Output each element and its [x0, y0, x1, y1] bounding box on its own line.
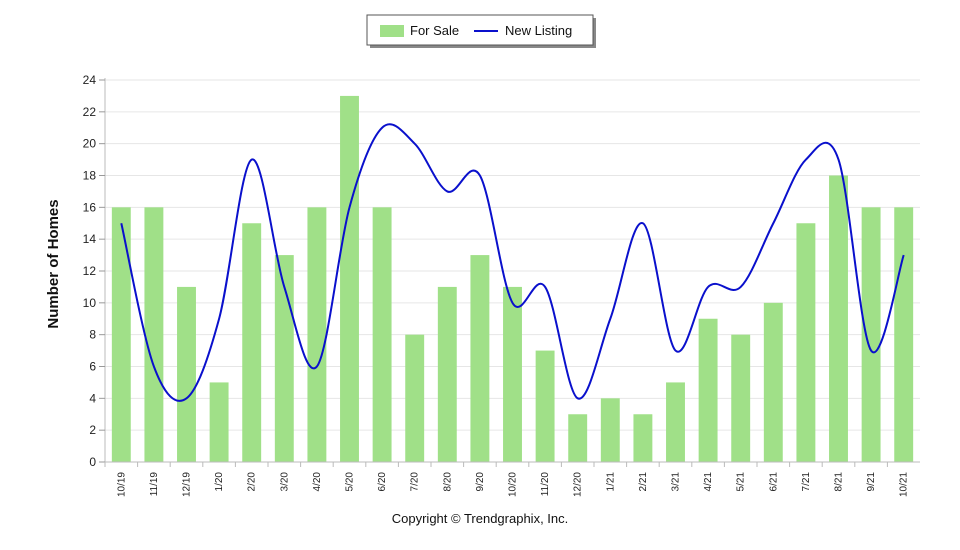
y-tick-label: 16 — [83, 200, 97, 214]
x-tick-label: 11/19 — [149, 472, 160, 497]
bar — [829, 175, 848, 462]
bar — [731, 334, 751, 462]
bar — [372, 207, 392, 462]
y-tick-label: 10 — [83, 296, 97, 310]
y-tick-label: 0 — [89, 455, 96, 469]
bar — [796, 223, 816, 462]
y-tick-label: 24 — [83, 73, 97, 87]
legend-swatch-for-sale — [380, 25, 404, 37]
copyright-text: Copyright © Trendgraphix, Inc. — [391, 511, 569, 526]
line-series-new-listing — [120, 123, 905, 402]
x-tick-label: 4/20 — [312, 472, 323, 492]
y-tick-label: 12 — [83, 264, 97, 278]
y-tick-label: 4 — [89, 391, 96, 405]
x-tick-label: 10/21 — [899, 472, 910, 497]
bar — [666, 382, 685, 462]
y-tick-label: 14 — [83, 232, 97, 246]
x-tick-label: 8/20 — [442, 472, 453, 492]
y-tick-label: 6 — [89, 360, 96, 374]
bar — [470, 255, 490, 462]
x-tick-label: 8/21 — [834, 472, 845, 492]
x-tick-label: 2/20 — [247, 472, 258, 492]
x-tick-label: 5/20 — [345, 472, 356, 492]
x-tick-label: 11/20 — [540, 472, 551, 497]
y-tick-label: 18 — [83, 169, 97, 183]
x-axis-ticks: 10/19 11/19 12/19 1/20 2/20 3/20 4/20 5/20 6/20 7… — [104, 462, 910, 497]
bar — [763, 302, 783, 462]
y-tick-label: 2 — [89, 423, 96, 437]
x-tick-label: 5/21 — [736, 472, 747, 492]
x-tick-label: 1/21 — [605, 472, 616, 492]
y-tick-label: 22 — [83, 105, 97, 119]
bar — [242, 223, 262, 462]
bar-series-for-sale — [111, 95, 914, 463]
x-tick-label: 10/19 — [116, 472, 127, 497]
x-tick-label: 1/20 — [214, 472, 225, 492]
legend: For Sale New Listing — [366, 14, 596, 48]
legend-label-for-sale: For Sale — [410, 23, 459, 38]
bar — [340, 95, 359, 463]
x-tick-label: 9/21 — [866, 472, 877, 492]
bar — [111, 207, 131, 462]
bar — [209, 382, 229, 462]
bar — [503, 286, 522, 462]
x-tick-label: 3/21 — [671, 472, 682, 492]
x-tick-label: 12/20 — [573, 472, 584, 497]
x-tick-label: 7/21 — [801, 472, 812, 492]
bar — [600, 398, 620, 462]
bar — [405, 334, 425, 462]
bar — [633, 414, 653, 462]
y-axis-title: Number of Homes — [45, 199, 62, 328]
x-tick-label: 9/20 — [475, 472, 486, 492]
y-tick-label: 20 — [83, 137, 97, 151]
x-tick-label: 3/20 — [279, 472, 290, 492]
bar — [307, 207, 327, 462]
bar — [437, 286, 457, 462]
bar — [177, 286, 196, 462]
bar — [144, 207, 164, 462]
x-tick-label: 6/21 — [768, 472, 779, 492]
x-tick-label: 10/20 — [508, 472, 519, 497]
bar — [861, 207, 881, 462]
x-tick-label: 6/20 — [377, 472, 388, 492]
bar — [568, 414, 588, 462]
x-tick-label: 2/21 — [638, 472, 649, 492]
x-tick-label: 7/20 — [410, 472, 421, 492]
x-tick-label: 12/19 — [182, 472, 193, 497]
bar — [535, 350, 555, 462]
x-tick-label: 4/21 — [703, 472, 714, 492]
y-tick-label: 8 — [89, 328, 96, 342]
bar — [894, 207, 914, 462]
bar — [698, 318, 718, 462]
legend-label-new-listing: New Listing — [505, 23, 572, 38]
